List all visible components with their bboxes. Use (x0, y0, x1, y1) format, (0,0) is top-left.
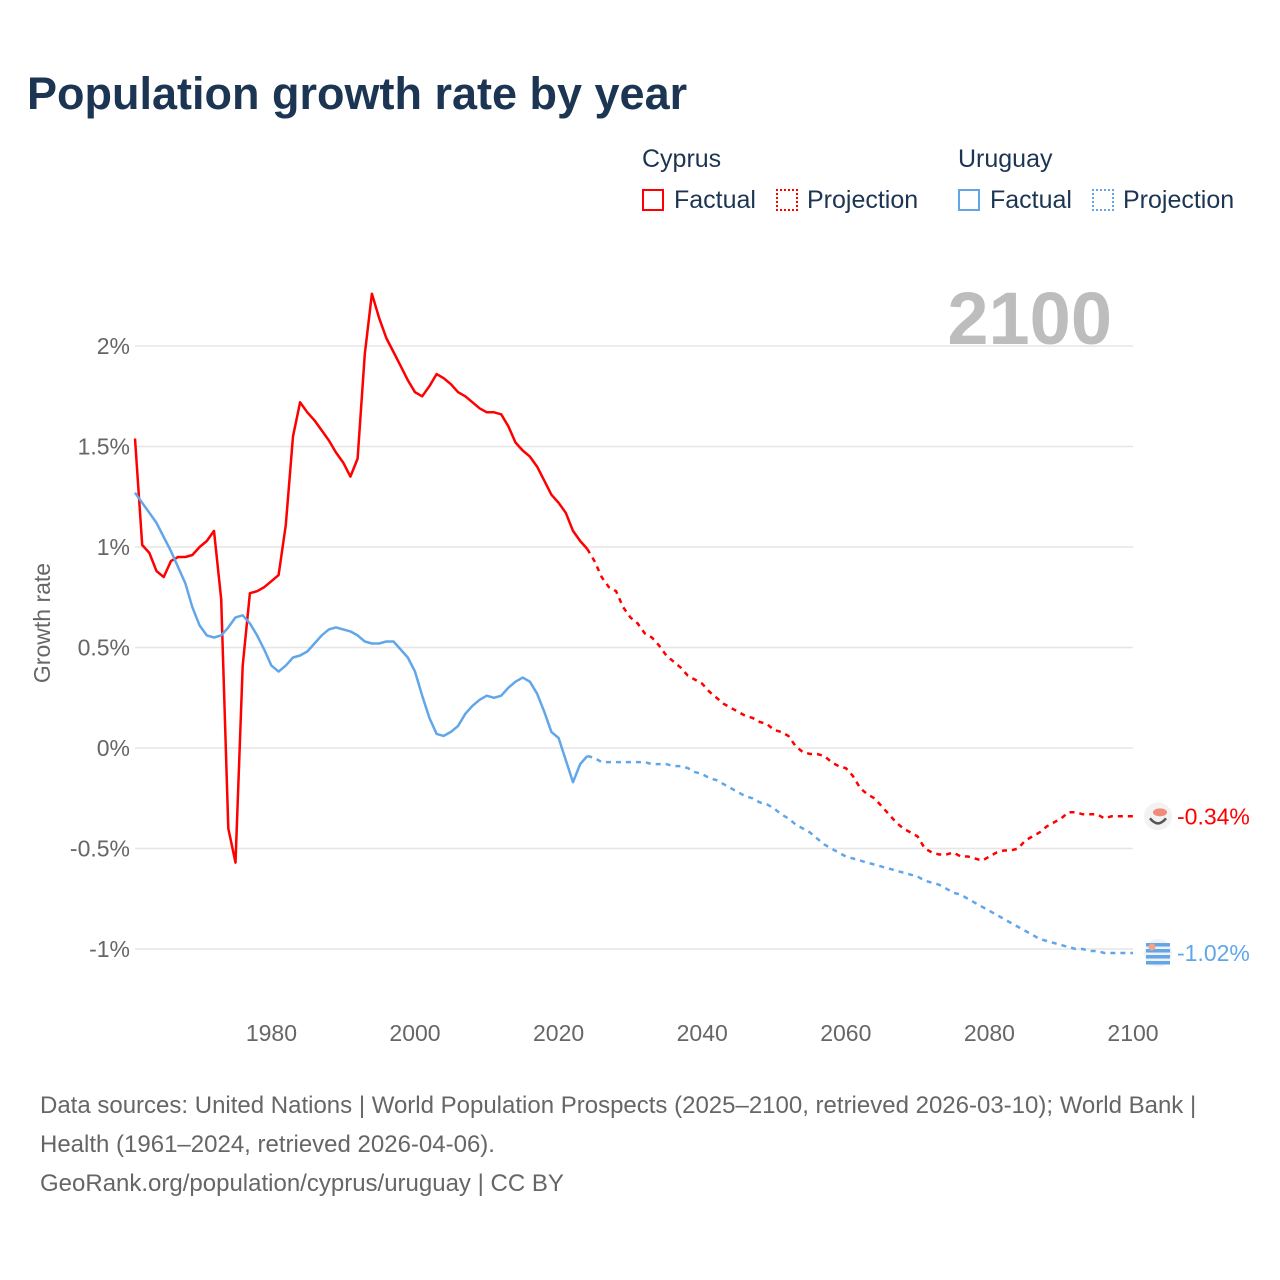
uruguay-flag-stripe (1146, 943, 1170, 947)
cyprus-flag-icon (1144, 802, 1172, 831)
attribution-link[interactable]: GeoRank.org/population/cyprus/uruguay | … (40, 1170, 564, 1197)
cyprus-flag-olive (1149, 817, 1167, 825)
uruguay-flag-sun (1148, 943, 1156, 951)
x-tick-label: 2040 (677, 1020, 728, 1046)
cyprus-factual-line (133, 292, 589, 864)
y-tick-label: 1% (97, 534, 130, 560)
x-tick-label: 2000 (389, 1020, 440, 1046)
uruguay-end-label: -1.02% (1177, 940, 1250, 966)
x-tick-label: 2020 (533, 1020, 584, 1046)
uruguay-flag-stripe (1146, 955, 1170, 959)
y-tick-label: 1.5% (78, 434, 130, 460)
y-axis-label: Growth rate (29, 563, 55, 683)
data-sources: Data sources: United Nations | World Pop… (40, 1092, 1197, 1158)
uruguay-flag-icon (1144, 939, 1172, 968)
y-tick-label: 0.5% (78, 635, 130, 661)
footer: Data sources: United Nations | World Pop… (40, 1086, 1240, 1203)
legend-swatch-uruguay-projection (1092, 189, 1114, 211)
y-tick-label: -1% (89, 936, 130, 962)
legend-swatch-cyprus-projection (776, 189, 798, 211)
x-tick-label: 1980 (246, 1020, 297, 1046)
y-tick-label: 2% (97, 333, 130, 359)
legend-swatch-cyprus-factual (642, 189, 664, 211)
legend-cyprus-projection[interactable]: Projection (807, 186, 919, 214)
cyprus-projection-line (586, 548, 1133, 862)
x-tick-label: 2060 (820, 1020, 871, 1046)
legend-uruguay-projection[interactable]: Projection (1123, 186, 1235, 214)
legend-cyprus-factual[interactable]: Factual (674, 186, 756, 214)
legend-group-uruguay: Uruguay (958, 145, 1053, 173)
uruguay-projection-line (586, 754, 1133, 955)
legend-uruguay-factual[interactable]: Factual (990, 186, 1072, 214)
legend-group-cyprus: Cyprus (642, 145, 722, 173)
x-tick-label: 2100 (1107, 1020, 1158, 1046)
x-tick-label: 2080 (964, 1020, 1015, 1046)
y-tick-label: -0.5% (70, 836, 130, 862)
legend-swatch-uruguay-factual (958, 189, 980, 211)
uruguay-factual-line (133, 491, 589, 784)
cyprus-flag-bg (1144, 802, 1172, 831)
cyprus-flag-island (1153, 808, 1167, 817)
y-tick-label: 0% (97, 735, 130, 761)
uruguay-flag-stripe (1146, 949, 1170, 953)
year-watermark: 2100 (947, 277, 1112, 360)
cyprus-end-label: -0.34% (1177, 803, 1250, 829)
chart-title: Population growth rate by year (27, 68, 688, 119)
uruguay-flag-stripe (1146, 961, 1170, 965)
